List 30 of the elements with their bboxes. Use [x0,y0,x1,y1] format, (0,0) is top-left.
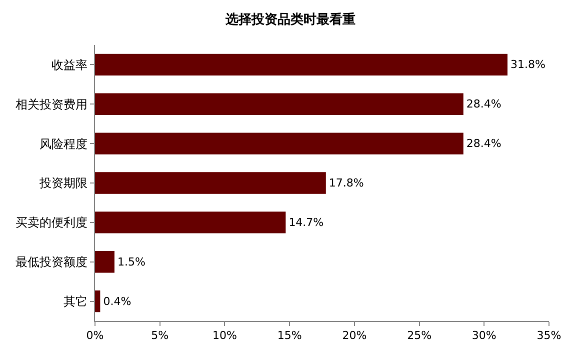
y-tick-label: 收益率 [52,58,88,72]
x-tick-label: 25% [407,329,432,342]
chart-title: 选择投资品类时最看重 [224,11,356,28]
bar [95,290,100,312]
x-tick-label: 30% [472,329,496,342]
x-tick-label: 5% [151,329,169,342]
y-tick-label: 相关投资费用 [16,97,88,112]
x-tick-label: 35% [536,329,562,342]
data-label: 31.8% [510,58,546,72]
bar [95,212,286,234]
y-tick-label: 最低投资额度 [16,255,88,270]
x-tick-label: 10% [212,329,237,342]
x-tick-label: 0% [86,329,104,342]
y-tick-label: 投资期限 [38,176,88,190]
data-label: 0.4% [103,294,132,308]
bar [95,54,508,76]
x-tick-label: 20% [342,329,367,342]
data-label: 1.5% [117,255,146,268]
bar [95,132,464,154]
data-label: 17.8% [328,176,364,190]
bar [95,251,114,273]
bar [95,93,464,115]
y-tick-label: 买卖的便利度 [16,216,88,230]
bar [95,172,326,194]
data-label: 28.4% [466,98,502,111]
data-label: 28.4% [466,137,502,150]
y-tick-label: 其它 [64,294,88,308]
data-label: 14.7% [288,216,324,229]
y-tick-label: 风险程度 [40,136,88,151]
x-tick-label: 15% [277,329,302,342]
